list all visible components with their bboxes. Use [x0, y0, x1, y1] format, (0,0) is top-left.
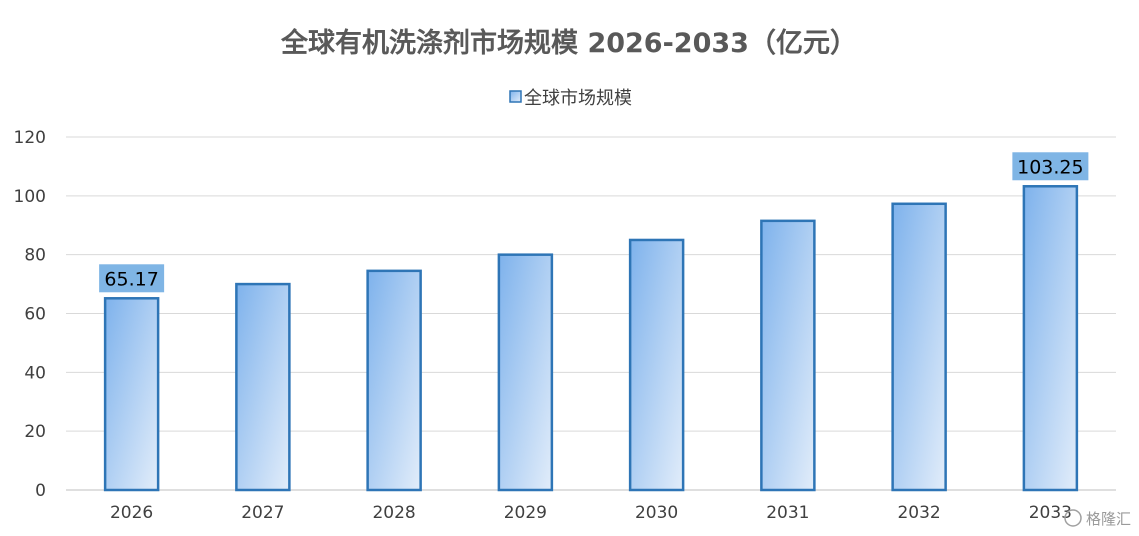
data-label-2026: 65.17 [104, 268, 158, 290]
watermark-text: 格隆汇 [1086, 510, 1131, 528]
x-tick-label: 2030 [635, 503, 678, 523]
bar-2026 [103, 297, 160, 492]
y-tick-label: 0 [35, 481, 46, 501]
y-tick-label: 80 [24, 246, 46, 266]
x-tick-label: 2032 [897, 503, 940, 523]
y-tick-label: 120 [14, 128, 46, 148]
chart-title: 全球有机洗涤剂市场规模 2026-2033（亿元） [280, 27, 857, 59]
y-tick-label: 100 [14, 187, 46, 207]
y-tick-label: 60 [24, 305, 46, 325]
data-label-box [99, 264, 165, 293]
bar-2033 [1022, 185, 1079, 492]
legend: 全球市场规模 [509, 88, 632, 109]
x-axis: 2026 2027 2028 2029 2030 2031 2032 2033 [110, 503, 1072, 523]
x-tick-label: 2027 [241, 503, 284, 523]
y-tick-label: 40 [24, 363, 46, 383]
x-tick-label: 2028 [372, 503, 415, 523]
watermark: 格隆汇 [1064, 509, 1131, 528]
y-tick-label: 20 [24, 422, 46, 442]
x-tick-label: 2031 [766, 503, 809, 523]
watermark-logo-icon [1064, 509, 1082, 527]
data-labels: 65.17 103.25 [99, 152, 1089, 293]
bar-2030 [628, 238, 685, 492]
bar-2027 [235, 282, 291, 492]
gridlines [66, 136, 1116, 491]
x-tick-label: 2029 [504, 503, 547, 523]
legend-label: 全球市场规模 [524, 88, 632, 109]
x-tick-label: 2026 [110, 503, 153, 523]
x-tick-label: 2033 [1029, 503, 1072, 523]
y-axis: 0 20 40 60 80 100 120 [14, 128, 46, 501]
data-label-box [1012, 152, 1089, 181]
data-label-2033: 103.25 [1017, 156, 1083, 178]
bar-2028 [366, 269, 422, 492]
legend-swatch [509, 90, 522, 103]
bars [103, 185, 1079, 492]
bar-2032 [891, 202, 947, 492]
bar-2029 [497, 253, 554, 492]
bar-2031 [760, 219, 816, 492]
